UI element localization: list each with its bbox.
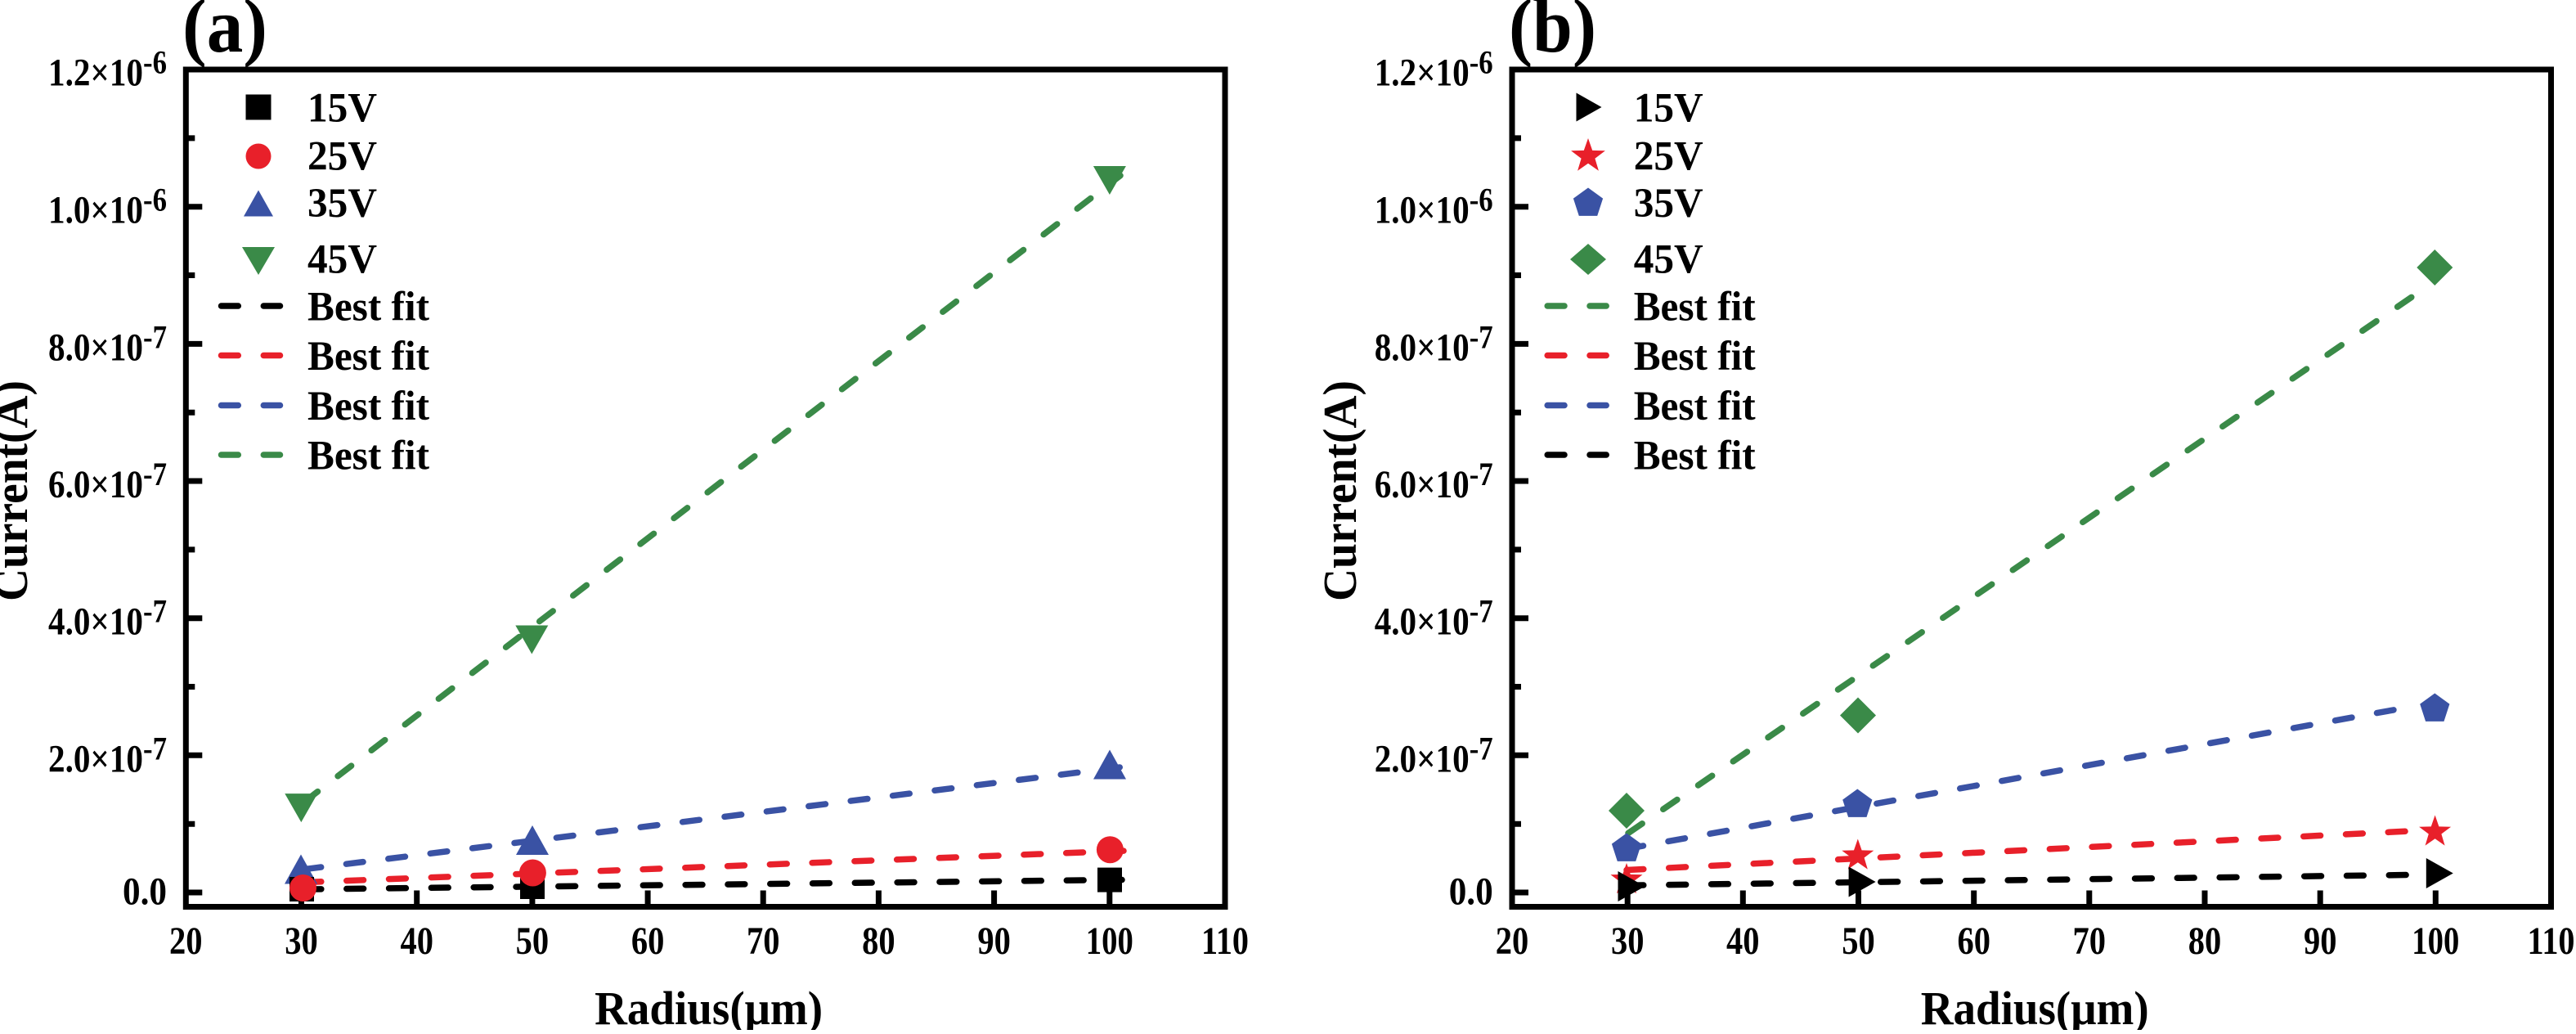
svg-text:(a): (a) — [182, 0, 267, 69]
svg-text:0.0: 0.0 — [123, 870, 167, 914]
svg-text:20: 20 — [1496, 919, 1529, 963]
svg-text:50: 50 — [516, 919, 550, 963]
svg-text:70: 70 — [747, 919, 780, 963]
svg-text:8.0×10-7: 8.0×10-7 — [48, 318, 167, 369]
svg-text:1.0×10-6: 1.0×10-6 — [1375, 182, 1493, 232]
svg-text:4.0×10-7: 4.0×10-7 — [1375, 593, 1493, 644]
svg-text:60: 60 — [631, 919, 665, 963]
svg-text:35V: 35V — [307, 181, 377, 227]
svg-text:40: 40 — [1726, 919, 1760, 963]
svg-text:Best fit: Best fit — [1634, 433, 1756, 479]
svg-text:25V: 25V — [307, 133, 377, 179]
svg-text:110: 110 — [1201, 919, 1249, 963]
svg-text:15V: 15V — [307, 85, 377, 131]
svg-text:Best fit: Best fit — [1634, 334, 1756, 380]
svg-text:8.0×10-7: 8.0×10-7 — [1375, 318, 1493, 369]
svg-text:30: 30 — [1611, 919, 1645, 963]
svg-text:110: 110 — [2528, 919, 2575, 963]
svg-text:100: 100 — [2412, 919, 2459, 963]
svg-text:Radius(μm): Radius(μm) — [1921, 982, 2149, 1030]
svg-text:Best fit: Best fit — [307, 284, 429, 330]
svg-text:1.2×10-6: 1.2×10-6 — [48, 44, 167, 95]
svg-text:60: 60 — [1957, 919, 1990, 963]
svg-text:100: 100 — [1086, 919, 1133, 963]
svg-text:Best fit: Best fit — [307, 334, 429, 380]
svg-text:40: 40 — [400, 919, 433, 963]
svg-text:90: 90 — [977, 919, 1011, 963]
svg-text:45V: 45V — [1634, 236, 1703, 282]
svg-text:6.0×10-7: 6.0×10-7 — [1375, 456, 1493, 506]
svg-text:0.0: 0.0 — [1449, 870, 1493, 914]
svg-text:6.0×10-7: 6.0×10-7 — [48, 456, 167, 506]
svg-text:50: 50 — [1842, 919, 1875, 963]
svg-text:20: 20 — [169, 919, 203, 963]
svg-text:80: 80 — [2188, 919, 2222, 963]
svg-text:1.2×10-6: 1.2×10-6 — [1375, 44, 1493, 95]
svg-text:Current(A): Current(A) — [1313, 380, 1367, 601]
svg-text:2.0×10-7: 2.0×10-7 — [48, 730, 167, 780]
svg-text:35V: 35V — [1634, 181, 1703, 227]
svg-text:Best fit: Best fit — [307, 433, 429, 479]
svg-text:1.0×10-6: 1.0×10-6 — [48, 182, 167, 232]
svg-text:Best fit: Best fit — [307, 384, 429, 429]
svg-text:Best fit: Best fit — [1634, 384, 1756, 429]
svg-text:Best fit: Best fit — [1634, 284, 1756, 330]
svg-text:70: 70 — [2073, 919, 2107, 963]
svg-text:Current(A): Current(A) — [0, 380, 38, 601]
svg-text:(b): (b) — [1509, 0, 1596, 69]
svg-text:Radius(μm): Radius(μm) — [595, 982, 823, 1030]
svg-text:4.0×10-7: 4.0×10-7 — [48, 593, 167, 644]
svg-text:25V: 25V — [1634, 133, 1703, 179]
svg-text:15V: 15V — [1634, 85, 1703, 131]
svg-text:90: 90 — [2304, 919, 2337, 963]
svg-text:2.0×10-7: 2.0×10-7 — [1375, 730, 1493, 780]
svg-text:45V: 45V — [307, 236, 377, 282]
svg-text:30: 30 — [285, 919, 318, 963]
svg-text:80: 80 — [862, 919, 895, 963]
